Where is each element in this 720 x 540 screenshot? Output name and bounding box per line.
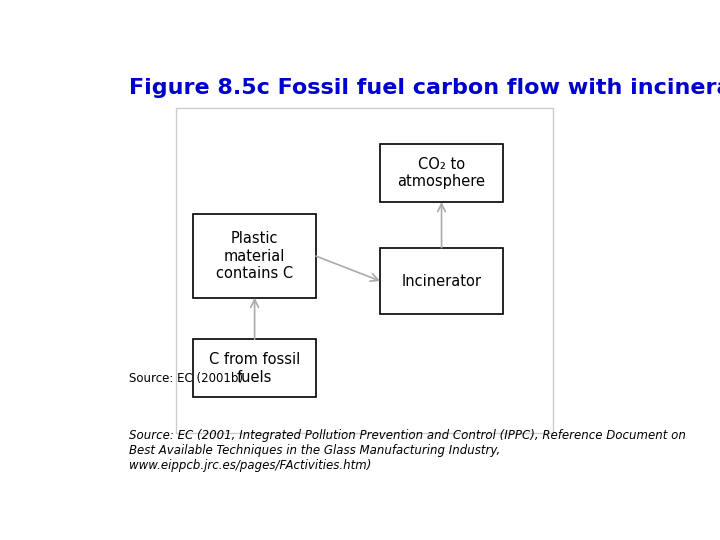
Text: Source: EC (2001, Integrated Pollution Prevention and Control (IPPC), Reference : Source: EC (2001, Integrated Pollution P… <box>129 429 686 472</box>
Bar <box>193 214 316 298</box>
Text: Figure 8.5c Fossil fuel carbon flow with incineration: Figure 8.5c Fossil fuel carbon flow with… <box>129 78 720 98</box>
Bar <box>176 109 553 433</box>
Text: Source: EC (2001b): Source: EC (2001b) <box>129 372 243 385</box>
Bar <box>380 248 503 314</box>
Text: CO₂ to
atmosphere: CO₂ to atmosphere <box>397 157 485 189</box>
Bar <box>193 339 316 397</box>
Text: Plastic
material
contains C: Plastic material contains C <box>216 231 293 281</box>
Bar <box>380 144 503 202</box>
Text: Incinerator: Incinerator <box>402 274 482 288</box>
Text: C from fossil
fuels: C from fossil fuels <box>209 352 300 384</box>
